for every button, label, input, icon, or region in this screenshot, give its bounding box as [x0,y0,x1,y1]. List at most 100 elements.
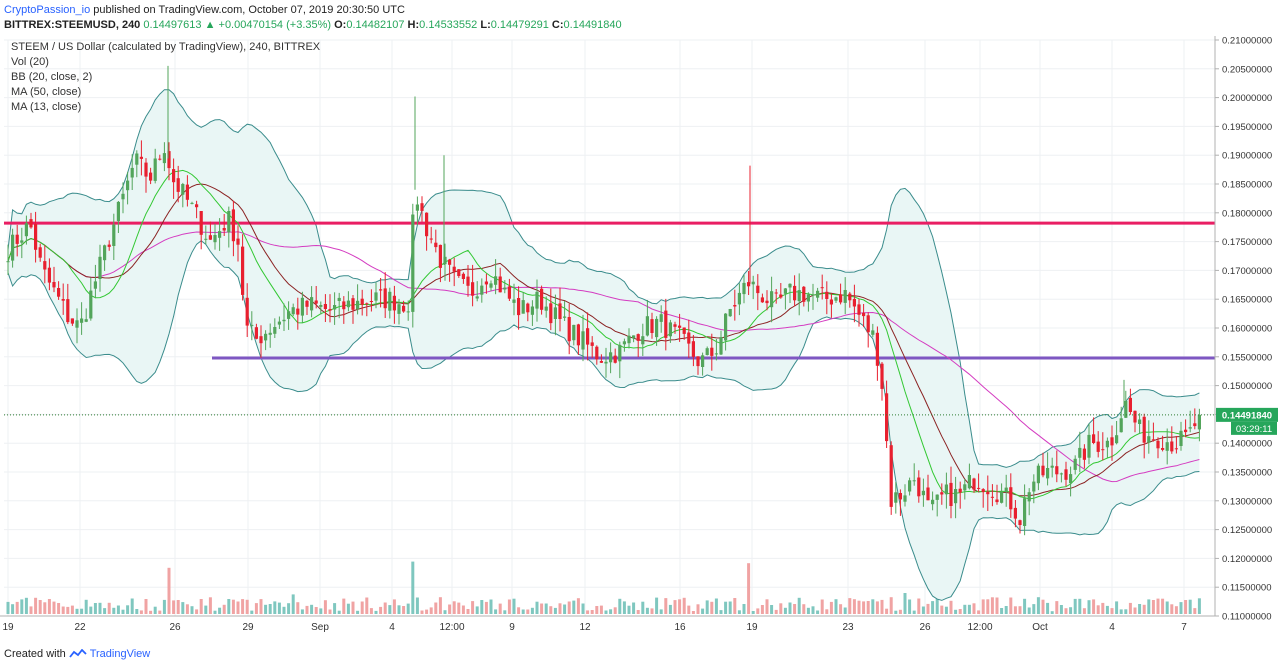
created-with-text: Created with [4,648,66,660]
volume-bar [402,606,406,614]
volume-bar [259,599,263,614]
time-tick-label: 16 [674,622,686,633]
volume-bar [981,599,985,614]
volume-bar [484,601,488,614]
volume-bar [475,606,479,614]
candle-body [296,308,300,315]
candle-body [158,158,162,160]
candle-body [480,285,484,295]
volume-bar [1087,600,1091,614]
volume-bar [20,599,24,614]
time-tick-label: 7 [1181,622,1187,633]
candle-body [360,298,364,305]
candle-body [112,224,116,246]
volume-bar [75,608,79,614]
volume-bar [852,599,856,614]
volume-bar [162,599,166,614]
legend-item-ma13[interactable]: MA (13, close) [11,101,82,113]
candle-body [1009,487,1013,510]
volume-bar [89,606,93,614]
volume-bar [563,604,567,614]
candle-body [1142,416,1146,443]
countdown-box [1231,421,1277,435]
legend-item-ma50[interactable]: MA (50, close) [11,86,82,98]
candle-body [66,299,70,323]
candle-body [530,306,534,315]
time-tick-label: 19 [2,622,14,633]
candle-body [774,292,778,294]
volume-bar [93,603,97,614]
volume-bar [264,604,268,614]
candle-body [1128,397,1132,412]
price-tick-label: 0.11500000 [1222,583,1272,594]
chart-header: CryptoPassion_io published on TradingVie… [0,0,1280,36]
candle-body [1110,437,1114,446]
volume-bar [356,610,360,614]
price-tick-label: 0.21000000 [1222,36,1272,47]
candle-body [34,224,38,250]
candle-body [595,346,599,360]
candle-body [415,204,419,211]
tradingview-brand[interactable]: TradingView [89,648,151,660]
time-tick-label: 4 [389,622,395,633]
volume-bar [673,600,677,614]
candle-body [1174,448,1178,450]
high-value: 0.14533552 [419,19,478,31]
volume-bar [751,611,755,614]
open-value: 0.14482107 [346,19,405,31]
volume-bar [696,604,700,614]
candle-body [816,290,820,298]
candle-body [434,242,438,248]
last-price: 0.14497613 [143,19,202,31]
candle-body [581,331,585,350]
volume-bar [107,602,111,614]
volume-bar [719,610,723,614]
candle-body [990,496,994,498]
candle-body [337,297,341,301]
candle-body [622,341,626,345]
candle-body [1041,465,1045,476]
author-link[interactable]: CryptoPassion_io [4,4,91,16]
legend-item-bb[interactable]: BB (20, close, 2) [11,71,93,83]
time-tick-label: 9 [509,622,515,633]
volume-bar [1096,605,1100,614]
volume-bar [765,599,769,614]
candle-body [397,304,401,314]
candle-body [1105,440,1109,448]
volume-bar [627,605,631,614]
volume-bar [659,609,663,614]
candle-body [903,495,907,502]
volume-bar [328,609,332,614]
volume-bar [466,609,470,614]
candle-body [1197,414,1201,430]
volume-bar [291,594,295,614]
candle-body [89,290,93,319]
volume-bar [1197,598,1201,614]
volume-bar [1105,605,1109,614]
candle-body [632,335,636,339]
volume-bar [1138,604,1142,614]
candle-body [93,281,97,289]
volume-bar [839,604,843,614]
volume-bar [540,603,544,614]
volume-bar [682,597,686,614]
volume-bar [457,602,461,614]
candle-body [328,309,332,311]
volume-bar [802,604,806,614]
legend-item-volume[interactable]: Vol (20) [11,56,49,68]
price-chart[interactable]: 0.21000000 0.20500000 0.20000000 0.19500000… [0,36,1280,640]
volume-bar [609,609,613,614]
volume-bar [452,601,456,614]
time-tick-label: Oct [1032,622,1048,633]
candle-body [586,328,590,345]
candle-body [342,301,346,310]
volume-bar [1009,597,1013,614]
volume-bar [1128,602,1132,614]
candle-body [227,211,231,233]
volume-bar [1069,607,1073,614]
candle-body [806,294,810,302]
candle-body [793,285,797,301]
candle-body [770,291,774,308]
volume-bar [57,603,61,614]
volume-bar [613,607,617,614]
